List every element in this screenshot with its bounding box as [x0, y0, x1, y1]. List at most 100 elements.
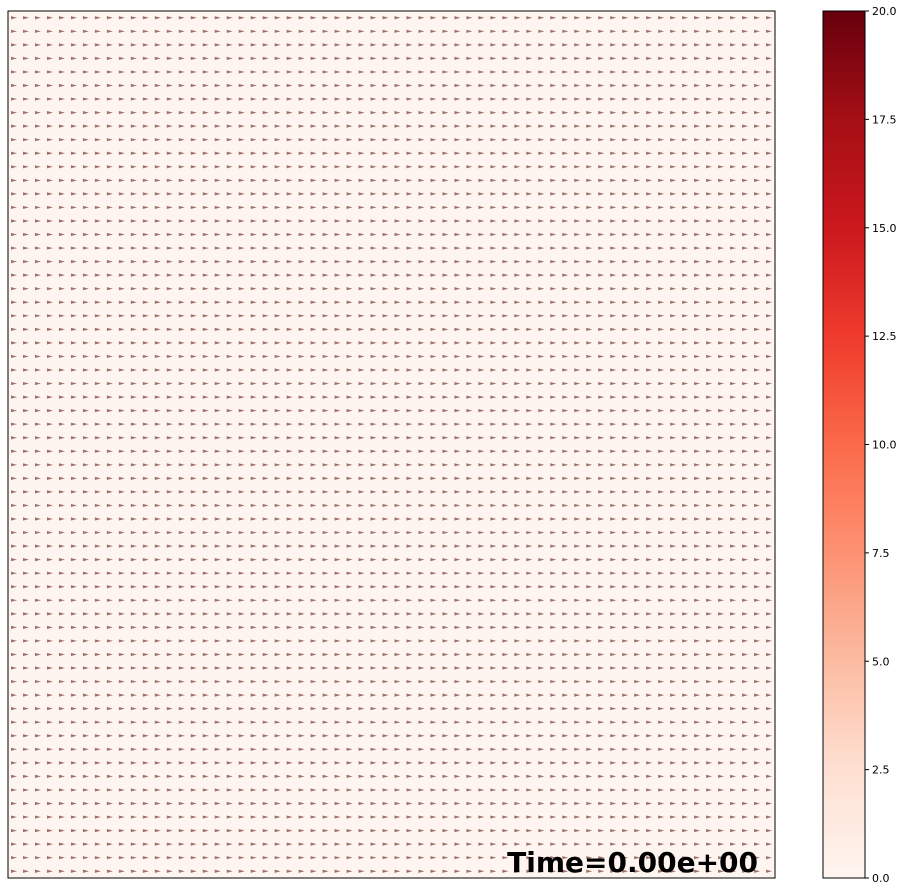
- quiver-arrow: [322, 381, 329, 386]
- quiver-arrow: [658, 56, 665, 61]
- quiver-arrow: [178, 652, 185, 657]
- quiver-arrow: [262, 246, 269, 250]
- quiver-arrow: [226, 395, 233, 399]
- quiver-arrow: [346, 29, 353, 33]
- quiver-arrow: [46, 585, 53, 589]
- quiver-arrow: [142, 679, 149, 684]
- quiver-arrow: [142, 232, 149, 237]
- quiver-arrow: [106, 232, 113, 237]
- quiver-arrow: [142, 571, 149, 575]
- quiver-arrow: [70, 707, 77, 711]
- quiver-arrow: [346, 124, 353, 128]
- quiver-arrow: [694, 720, 701, 724]
- quiver-arrow: [226, 341, 233, 345]
- quiver-arrow: [58, 842, 65, 846]
- quiver-arrow: [538, 97, 545, 101]
- quiver-arrow: [550, 476, 557, 480]
- colorbar-gradient: [822, 10, 866, 879]
- quiver-arrow: [382, 422, 389, 426]
- quiver-arrow: [694, 449, 701, 453]
- quiver-arrow: [262, 111, 269, 115]
- quiver-arrow: [490, 314, 497, 318]
- quiver-arrow: [742, 530, 749, 535]
- quiver-arrow: [202, 558, 209, 562]
- quiver-arrow: [598, 436, 605, 440]
- quiver-arrow: [466, 246, 473, 250]
- quiver-arrow: [502, 490, 509, 494]
- quiver-arrow: [742, 192, 749, 196]
- quiver-arrow: [142, 83, 149, 88]
- quiver-arrow: [562, 747, 569, 751]
- quiver-arrow: [178, 828, 185, 833]
- quiver-arrow: [550, 246, 557, 250]
- quiver-arrow: [742, 219, 749, 223]
- quiver-arrow: [418, 436, 425, 440]
- quiver-arrow: [10, 693, 17, 697]
- time-annotation: Time=0.00e+00: [507, 846, 758, 879]
- quiver-arrow: [214, 124, 221, 128]
- quiver-arrow: [22, 639, 29, 643]
- quiver-arrow: [262, 707, 269, 711]
- quiver-arrow: [634, 314, 641, 318]
- quiver-arrow: [226, 612, 233, 616]
- quiver-arrow: [262, 544, 269, 548]
- quiver-arrow: [106, 490, 113, 494]
- quiver-arrow: [46, 97, 53, 101]
- quiver-arrow: [190, 598, 197, 602]
- quiver-arrow: [466, 219, 473, 223]
- quiver-arrow: [694, 354, 701, 359]
- quiver-arrow: [130, 666, 137, 670]
- quiver-arrow: [94, 43, 101, 47]
- quiver-arrow: [82, 97, 89, 101]
- quiver-arrow: [286, 666, 293, 670]
- quiver-arrow: [178, 192, 185, 196]
- quiver-arrow: [514, 490, 521, 494]
- quiver-arrow: [586, 246, 593, 250]
- quiver-arrow: [382, 354, 389, 359]
- quiver-arrow: [490, 639, 497, 643]
- quiver-arrow: [502, 341, 509, 345]
- quiver-arrow: [274, 530, 281, 535]
- quiver-arrow: [562, 639, 569, 643]
- quiver-arrow: [298, 287, 305, 291]
- quiver-arrow: [538, 463, 545, 467]
- quiver-arrow: [34, 476, 41, 480]
- quiver-arrow: [202, 16, 209, 20]
- quiver-arrow: [58, 273, 65, 277]
- quiver-arrow: [34, 219, 41, 223]
- quiver-arrow: [298, 679, 305, 684]
- quiver-arrow: [454, 598, 461, 602]
- quiver-arrow: [322, 463, 329, 467]
- quiver-arrow: [274, 463, 281, 467]
- quiver-arrow: [70, 83, 77, 88]
- quiver-arrow: [670, 151, 677, 155]
- quiver-arrow: [226, 97, 233, 101]
- quiver-arrow: [106, 585, 113, 589]
- quiver-arrow: [58, 395, 65, 399]
- quiver-arrow: [502, 151, 509, 155]
- quiver-arrow: [94, 151, 101, 155]
- quiver-arrow: [58, 56, 65, 61]
- quiver-arrow: [22, 165, 29, 169]
- quiver-arrow: [658, 828, 665, 833]
- quiver-arrow: [742, 29, 749, 33]
- quiver-arrow: [394, 747, 401, 751]
- quiver-arrow: [34, 246, 41, 250]
- quiver-arrow: [118, 585, 125, 589]
- quiver-arrow: [706, 558, 713, 562]
- quiver-arrow: [142, 639, 149, 643]
- quiver-arrow: [358, 449, 365, 453]
- quiver-arrow: [70, 720, 77, 724]
- quiver-arrow: [118, 260, 125, 264]
- quiver-arrow: [478, 707, 485, 711]
- quiver-arrow: [694, 205, 701, 210]
- quiver-arrow: [10, 368, 17, 372]
- quiver-arrow: [370, 774, 377, 778]
- quiver-arrow: [502, 639, 509, 643]
- quiver-arrow: [394, 761, 401, 765]
- quiver-arrow: [406, 679, 413, 684]
- quiver-arrow: [94, 422, 101, 426]
- quiver-arrow: [466, 815, 473, 819]
- quiver-arrow: [274, 246, 281, 250]
- quiver-arrow: [658, 788, 665, 792]
